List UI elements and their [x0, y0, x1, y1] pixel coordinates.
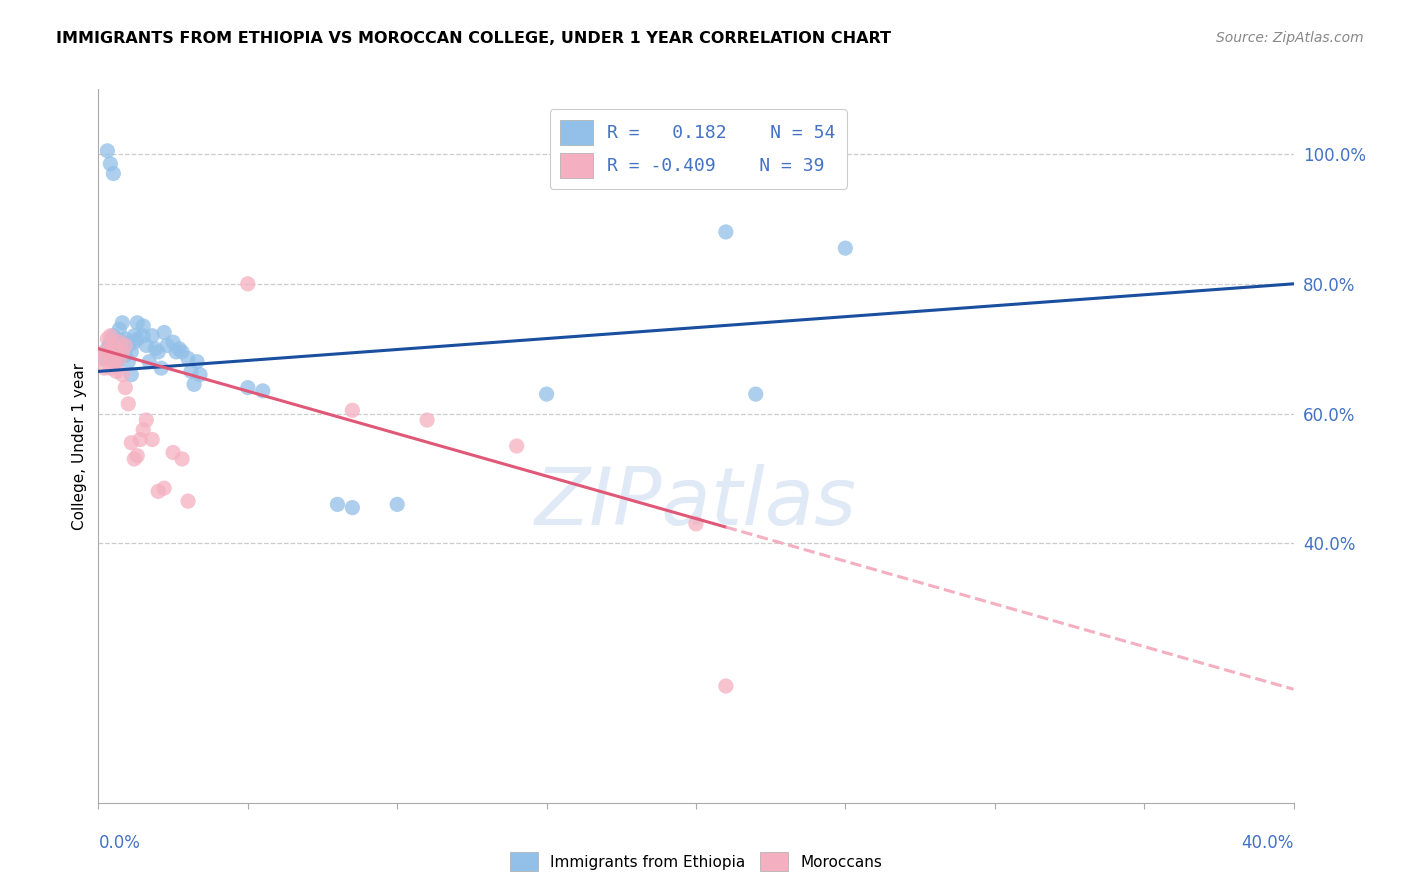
Point [124, 328, 146, 343]
Point [114, 332, 136, 346]
Point [124, 335, 146, 350]
Point [108, 335, 131, 350]
Point [103, 354, 125, 368]
Point [148, 484, 170, 499]
Point [111, 316, 134, 330]
Point [127, 332, 149, 346]
Point [143, 342, 166, 356]
Point [385, 497, 409, 511]
Point [153, 481, 176, 495]
Point [114, 348, 136, 362]
Point [105, 345, 128, 359]
Point [103, 328, 125, 343]
Point [105, 364, 128, 378]
Point [111, 345, 134, 359]
Point [138, 354, 160, 368]
Point [114, 338, 136, 352]
Point [342, 403, 364, 417]
Text: 40.0%: 40.0% [1241, 834, 1294, 852]
Point [100, 345, 122, 359]
Point [132, 318, 155, 333]
Point [103, 345, 125, 359]
Point [177, 494, 200, 508]
Point [536, 387, 558, 401]
Point [111, 368, 134, 382]
Point [342, 500, 364, 515]
Point [93, 361, 115, 376]
Point [96, 332, 118, 346]
Point [111, 335, 134, 350]
Point [100, 361, 122, 376]
Point [117, 354, 139, 368]
Point [96, 144, 118, 158]
Point [103, 338, 125, 352]
Y-axis label: College, Under 1 year: College, Under 1 year [72, 362, 87, 530]
Point [93, 351, 115, 366]
Point [156, 338, 179, 352]
Point [96, 342, 118, 356]
Point [167, 342, 190, 356]
Point [108, 351, 131, 366]
Point [236, 381, 259, 395]
Point [416, 413, 439, 427]
Point [135, 413, 157, 427]
Point [108, 322, 131, 336]
Point [252, 384, 274, 398]
Point [127, 449, 149, 463]
Point [714, 225, 737, 239]
Point [100, 157, 122, 171]
Point [100, 345, 122, 359]
Point [685, 516, 707, 531]
Text: ZIPatlas: ZIPatlas [534, 464, 858, 542]
Point [150, 361, 173, 376]
Point [90, 351, 112, 366]
Point [745, 387, 768, 401]
Point [172, 345, 194, 359]
Text: Source: ZipAtlas.com: Source: ZipAtlas.com [1216, 31, 1364, 45]
Point [180, 364, 202, 378]
Point [93, 345, 115, 359]
Point [188, 368, 211, 382]
Point [236, 277, 259, 291]
Point [183, 377, 205, 392]
Point [172, 452, 194, 467]
Point [141, 433, 163, 447]
Point [132, 423, 155, 437]
Point [100, 328, 122, 343]
Point [124, 452, 146, 467]
Legend: Immigrants from Ethiopia, Moroccans: Immigrants from Ethiopia, Moroccans [503, 847, 889, 877]
Point [135, 338, 157, 352]
Point [100, 335, 122, 350]
Point [117, 397, 139, 411]
Point [117, 338, 139, 352]
Point [186, 354, 208, 368]
Point [165, 345, 187, 359]
Point [714, 679, 737, 693]
Text: 0.0%: 0.0% [98, 834, 141, 852]
Point [141, 328, 163, 343]
Point [105, 342, 128, 356]
Point [103, 167, 125, 181]
Point [127, 316, 149, 330]
Point [148, 345, 170, 359]
Point [120, 345, 142, 359]
Point [153, 326, 176, 340]
Point [120, 435, 142, 450]
Point [114, 381, 136, 395]
Point [129, 433, 152, 447]
Point [326, 497, 349, 511]
Point [162, 335, 184, 350]
Point [105, 354, 128, 368]
Point [120, 368, 142, 382]
Point [132, 328, 155, 343]
Point [834, 241, 856, 255]
Point [96, 348, 118, 362]
Point [162, 445, 184, 459]
Point [506, 439, 529, 453]
Text: IMMIGRANTS FROM ETHIOPIA VS MOROCCAN COLLEGE, UNDER 1 YEAR CORRELATION CHART: IMMIGRANTS FROM ETHIOPIA VS MOROCCAN COL… [56, 31, 891, 46]
Point [177, 351, 200, 366]
Point [108, 338, 131, 352]
